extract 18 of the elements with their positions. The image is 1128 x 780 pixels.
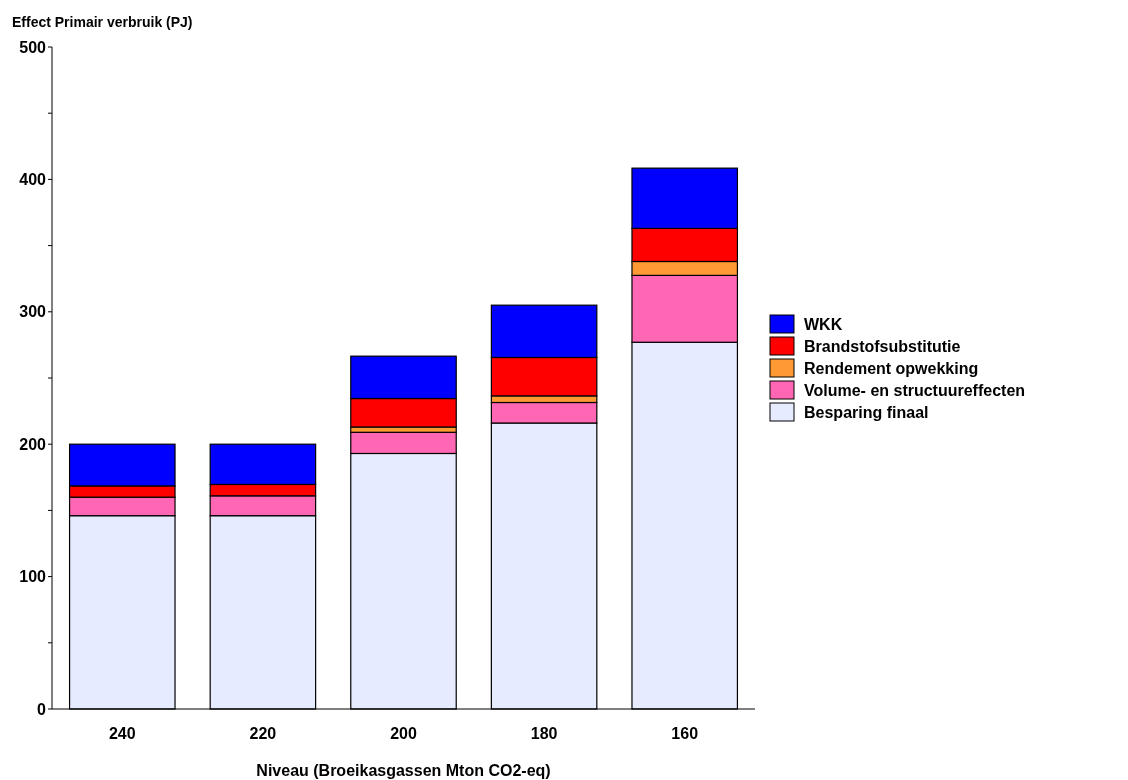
- x-axis-title: Niveau (Broeikasgassen Mton CO2-eq): [256, 762, 551, 779]
- y-tick-label: 300: [19, 303, 47, 321]
- legend-label: Besparing finaal: [804, 403, 929, 421]
- x-tick-label: 160: [671, 725, 699, 742]
- y-tick-label: 400: [19, 171, 47, 188]
- x-tick-label: 220: [249, 725, 277, 742]
- legend-label: Rendement opwekking: [804, 359, 979, 377]
- y-tick-label: 500: [19, 38, 47, 56]
- legend-label: Brandstofsubstitutie: [804, 337, 961, 355]
- chart-title: Effect Primair verbruik (PJ): [12, 14, 193, 30]
- legend-label: Volume- en structuureffecten: [804, 381, 1026, 399]
- x-tick-label: 180: [530, 725, 558, 742]
- x-tick-label: 240: [108, 725, 136, 742]
- y-tick-label: 0: [37, 700, 47, 718]
- y-tick-label: 200: [19, 435, 47, 453]
- y-tick-label: 100: [19, 568, 47, 586]
- x-tick-label: 200: [390, 725, 417, 742]
- legend-label: WKK: [804, 315, 843, 333]
